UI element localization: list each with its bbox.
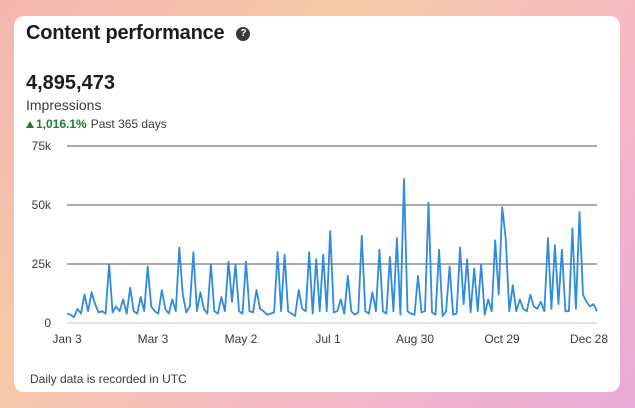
x-tick-label: Aug 30	[396, 332, 434, 346]
up-arrow-icon	[26, 120, 34, 128]
x-tick-label: Mar 3	[138, 332, 169, 346]
x-tick-label: Oct 29	[484, 332, 520, 346]
impressions-series-line	[66, 178, 598, 319]
x-tick-label: Jan 3	[52, 332, 82, 346]
header: Content performance ?	[26, 22, 251, 45]
help-icon[interactable]: ?	[236, 26, 251, 41]
x-tick-label: May 2	[225, 332, 258, 346]
impressions-line-chart: 0 25k 50k 75k Jan 3 Mar 3 May 2 Jul 1 Aug 30 Oct …	[32, 139, 609, 346]
change-period: Past 365 days	[90, 117, 167, 131]
y-tick-label: 0	[44, 316, 51, 330]
footer-note: Daily data is recorded in UTC	[30, 372, 187, 386]
change-percent: 1,016.1%	[36, 117, 87, 131]
x-tick-label: Dec 28	[570, 332, 608, 346]
card-title: Content performance	[26, 22, 225, 44]
y-tick-label: 25k	[32, 257, 52, 271]
y-tick-label: 50k	[32, 198, 52, 212]
metric-label: Impressions	[26, 97, 102, 113]
content-performance-card: Content performance ? 4,895,473 Impressi…	[14, 16, 620, 392]
y-tick-label: 75k	[32, 139, 52, 153]
x-tick-label: Jul 1	[315, 332, 341, 346]
impressions-value: 4,895,473	[26, 72, 115, 94]
change-row: 1,016.1% Past 365 days	[26, 117, 167, 131]
